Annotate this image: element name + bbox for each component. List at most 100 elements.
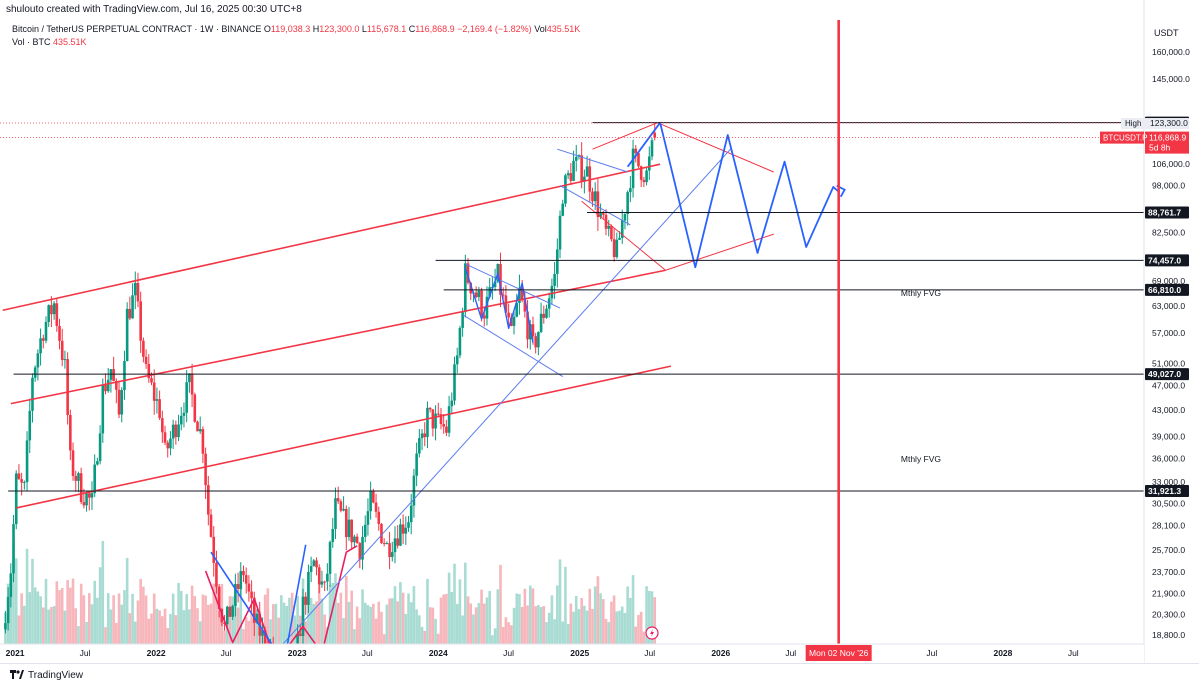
candle (615, 239, 619, 258)
volume-bar (480, 589, 483, 644)
volume-bar (542, 606, 546, 644)
candle (650, 140, 654, 157)
candle (436, 413, 440, 415)
time-tick-label: 2028 (993, 648, 1012, 658)
volume-bar (577, 609, 581, 644)
price-tick-label: 51,000.0 (1152, 358, 1185, 368)
high-marker-bg (1121, 118, 1145, 130)
volume-bar (144, 595, 148, 644)
symbol-legend[interactable]: Bitcoin / TetherUS PERPETUAL CONTRACT · … (12, 24, 580, 34)
volume-bar (629, 597, 632, 644)
candle (507, 312, 510, 318)
volume-bar (591, 608, 594, 644)
candle (215, 563, 218, 587)
candle (144, 356, 148, 364)
candle (247, 583, 251, 592)
volume-bar (9, 573, 13, 644)
red-trendline (2, 163, 661, 312)
volume-bar (320, 598, 324, 644)
candle (542, 313, 546, 318)
volume-bar (250, 614, 253, 644)
candle (161, 418, 164, 433)
volume-bar (428, 607, 432, 644)
tradingview-brand[interactable]: TradingView (10, 670, 83, 681)
volume-bar (52, 606, 56, 644)
candle (334, 498, 337, 529)
candle (423, 433, 427, 438)
volume-bar (328, 585, 332, 644)
volume-label: Vol · BTC (12, 37, 51, 47)
time-axis[interactable]: 2021 Jul 2022 Jul 2023 Jul 2024 Jul 2025 Jul 2026 J… (0, 643, 1144, 663)
price-axis[interactable]: USDT 160,000.0 145,000.0 106,000.0 98,000.0 8… (1100, 0, 1199, 663)
candle (388, 543, 391, 558)
high-marker-label: High (1125, 119, 1141, 128)
volume-bar (455, 603, 459, 644)
ohlc-item-1: H123,300.0 (310, 24, 360, 34)
candle (407, 522, 410, 528)
volume-bar (385, 604, 389, 644)
candle (415, 453, 418, 476)
volume-bar (453, 563, 456, 644)
volume-bar (353, 629, 356, 644)
volume-bar (637, 614, 640, 644)
candle (347, 519, 351, 537)
candle (74, 475, 78, 481)
last-price-label: 116,868.9 (1149, 133, 1186, 143)
volume-bar (447, 572, 451, 644)
volume-bar (296, 595, 299, 644)
volume-bar (171, 593, 175, 644)
candle (336, 498, 340, 502)
volume-bar (77, 626, 80, 644)
candle (196, 421, 199, 432)
candle (620, 220, 624, 238)
candle (28, 410, 32, 441)
volume-bar (177, 582, 180, 644)
price-tick-label: 63,000.0 (1152, 301, 1185, 311)
candle (307, 571, 310, 605)
volume-bar (23, 605, 26, 644)
candle (439, 414, 443, 425)
candle (182, 412, 186, 416)
price-tick-label: 33,000.0 (1152, 477, 1185, 487)
candle (312, 560, 316, 567)
volume-bar (31, 558, 34, 644)
candle (31, 377, 34, 411)
volume-bar (526, 605, 529, 644)
volume-legend[interactable]: Vol · BTC 435.51K (12, 37, 87, 47)
annotations: Mthly FVG Mthly FVG (645, 288, 941, 640)
volume-bar (174, 615, 178, 644)
lightning-icon (650, 629, 655, 637)
candle (409, 505, 413, 523)
volume-bar (596, 576, 600, 644)
volume-bar (647, 590, 651, 644)
volume-bar (74, 608, 78, 644)
candle (385, 543, 389, 545)
candle (6, 596, 10, 624)
price-chart[interactable]: USDT 160,000.0 145,000.0 106,000.0 98,000.0 8… (0, 0, 1199, 663)
candle (150, 378, 153, 383)
candle (106, 379, 110, 392)
candle (404, 527, 408, 534)
volume-bar (469, 603, 473, 644)
volume-bar (112, 595, 115, 644)
volume-bar (120, 604, 124, 644)
volume-bar (574, 596, 578, 644)
level-price-tag-bg (1145, 485, 1189, 498)
volume-bar (583, 605, 586, 644)
candle (434, 413, 437, 429)
candle (523, 299, 527, 312)
volume-bar (550, 595, 554, 644)
volume-bar (158, 610, 161, 644)
volume-bar (269, 619, 272, 644)
volume-bar (163, 608, 167, 644)
candle (602, 213, 605, 215)
volume-bar (618, 610, 621, 644)
candle (447, 406, 451, 433)
candle (204, 453, 207, 486)
candle (228, 606, 232, 617)
volume-bar (580, 597, 583, 644)
volume-bar (244, 617, 248, 644)
volume-bar (566, 623, 570, 644)
volume-bar (85, 621, 88, 644)
candle (25, 440, 29, 483)
